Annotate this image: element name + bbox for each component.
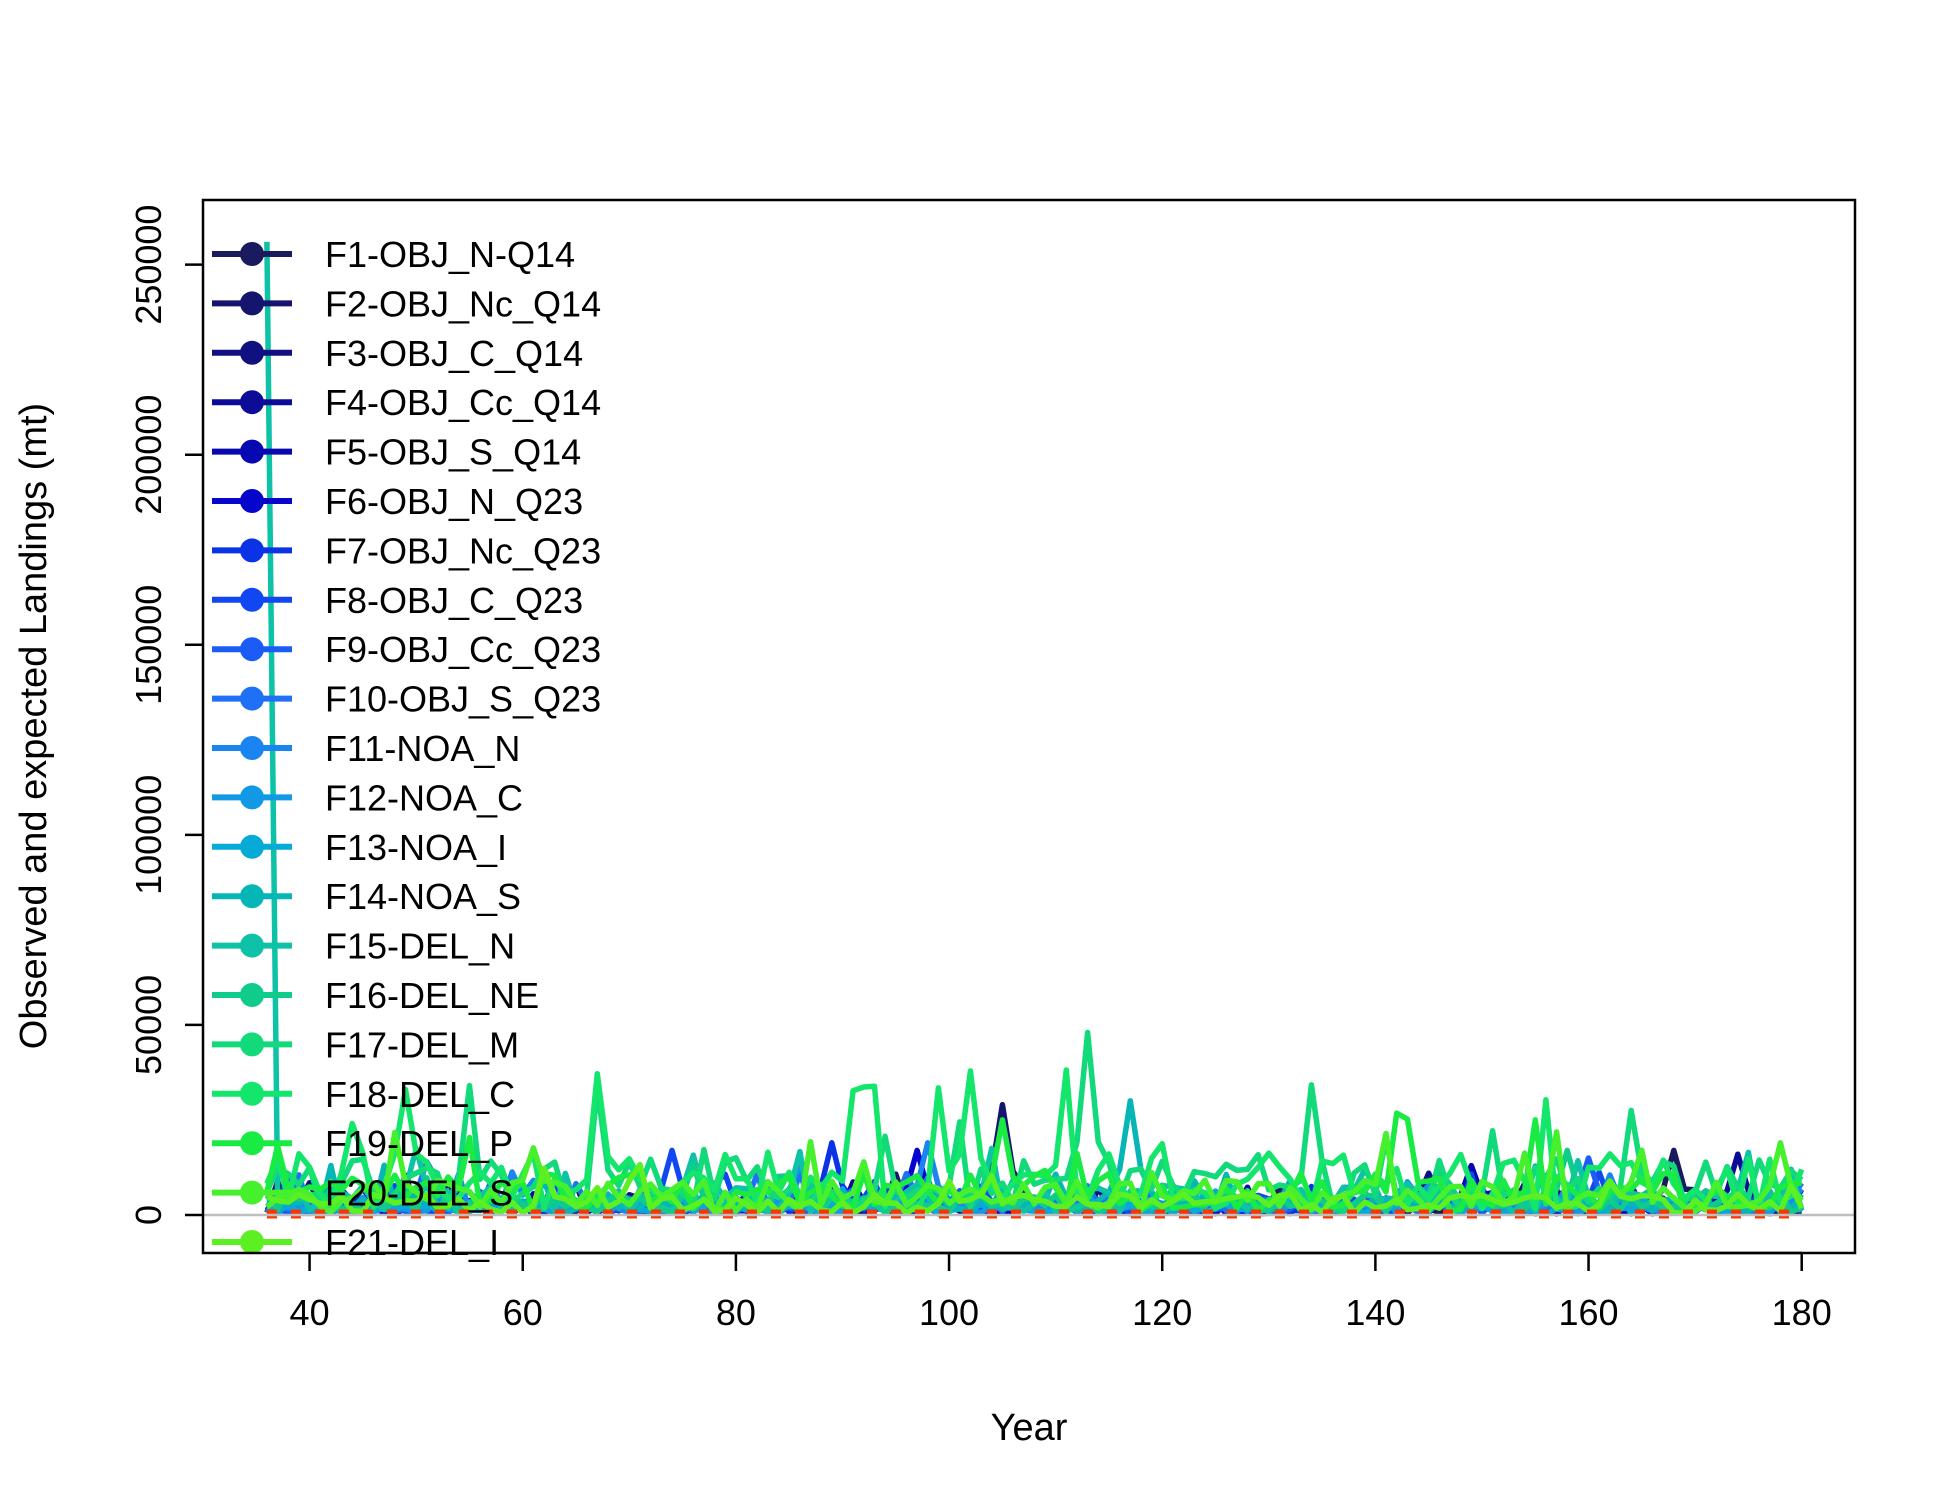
legend-item: F16-DEL_NE: [212, 975, 539, 1016]
x-tick-label: 80: [716, 1292, 756, 1333]
y-tick-label: 0: [128, 1205, 169, 1225]
legend-marker: [240, 538, 264, 563]
legend-marker: [240, 1032, 264, 1057]
legend-label: F13-NOA_I: [325, 827, 507, 868]
x-tick-label: 60: [503, 1292, 543, 1333]
legend-marker: [240, 1131, 264, 1156]
legend-marker: [240, 1230, 264, 1254]
legend-label: F18-DEL_C: [325, 1074, 515, 1115]
legend-marker: [240, 736, 264, 760]
legend-marker: [240, 242, 264, 266]
legend-item: F6-OBJ_N_Q23: [212, 481, 583, 522]
series-line-17: [264, 1029, 1804, 1213]
x-tick-label: 100: [919, 1292, 979, 1333]
legend-marker: [240, 983, 264, 1007]
y-tick-label: 100000: [128, 775, 169, 895]
legend-label: F20-DEL_S: [325, 1173, 513, 1214]
legend-label: F6-OBJ_N_Q23: [325, 481, 583, 522]
legend-marker: [240, 439, 264, 464]
x-tick-label: 120: [1132, 1292, 1192, 1333]
legend-label: F2-OBJ_Nc_Q14: [325, 283, 601, 324]
x-tick-label: 140: [1345, 1292, 1405, 1333]
legend: F1-OBJ_N-Q14 F2-OBJ_Nc_Q14 F3-OBJ_C_Q14 F4-…: [212, 234, 601, 1263]
legend-item: F3-OBJ_C_Q14: [212, 333, 583, 374]
y-axis-title: Observed and expected Landings (mt): [13, 403, 55, 1049]
legend-label: F5-OBJ_S_Q14: [325, 432, 581, 473]
legend-item: F12-NOA_C: [212, 777, 523, 818]
legend-item: F18-DEL_C: [212, 1074, 515, 1115]
legend-marker: [240, 291, 264, 316]
legend-marker: [240, 1180, 264, 1205]
series-line-21: [265, 1161, 1805, 1216]
legend-label: F3-OBJ_C_Q14: [325, 333, 583, 374]
legend-item: F8-OBJ_C_Q23: [212, 580, 583, 621]
legend-label: F14-NOA_S: [325, 876, 521, 917]
legend-item: F13-NOA_I: [212, 827, 507, 868]
legend-label: F4-OBJ_Cc_Q14: [325, 382, 601, 423]
legend-item: F7-OBJ_Nc_Q23: [212, 530, 601, 571]
legend-label: F8-OBJ_C_Q23: [325, 580, 583, 621]
legend-item: F5-OBJ_S_Q14: [212, 432, 581, 473]
y-tick-label: 250000: [128, 205, 169, 325]
legend-item: F15-DEL_N: [212, 926, 515, 967]
legend-item: F2-OBJ_Nc_Q14: [212, 283, 601, 324]
legend-label: F17-DEL_M: [325, 1024, 519, 1065]
legend-marker: [240, 587, 264, 612]
legend-marker: [240, 390, 264, 415]
legend-marker: [240, 933, 264, 958]
legend-marker: [240, 1081, 264, 1106]
x-axis: 40 60 80 100 120 140 160 180: [290, 1251, 1832, 1333]
legend-label: F16-DEL_NE: [325, 975, 539, 1016]
x-axis-title: Year: [991, 1407, 1068, 1449]
legend-label: F9-OBJ_Cc_Q23: [325, 629, 601, 670]
legend-marker: [240, 637, 264, 662]
y-tick-label: 200000: [128, 395, 169, 515]
legend-item: F17-DEL_M: [212, 1024, 519, 1065]
legend-item: F19-DEL_P: [212, 1123, 513, 1164]
legend-item: F11-NOA_N: [212, 728, 520, 769]
legend-label: F21-DEL_I: [325, 1222, 499, 1263]
x-tick-label: 160: [1559, 1292, 1619, 1333]
y-tick-label: 50000: [128, 975, 169, 1075]
legend-marker: [240, 686, 264, 711]
legend-label: F10-OBJ_S_Q23: [325, 679, 601, 720]
legend-label: F12-NOA_C: [325, 777, 523, 818]
legend-marker: [240, 785, 264, 810]
legend-marker: [240, 340, 264, 365]
y-axis: 0 50000 100000 150000 200000 250000: [128, 205, 203, 1225]
x-tick-label: 40: [290, 1292, 330, 1333]
legend-item: F21-DEL_I: [212, 1222, 499, 1263]
legend-item: F1-OBJ_N-Q14: [212, 234, 575, 275]
legend-item: F4-OBJ_Cc_Q14: [212, 382, 601, 423]
legend-item: F20-DEL_S: [212, 1173, 513, 1214]
legend-marker: [240, 834, 264, 859]
legend-item: F9-OBJ_Cc_Q23: [212, 629, 601, 670]
x-tick-label: 180: [1772, 1292, 1832, 1333]
legend-label: F11-NOA_N: [325, 728, 520, 769]
legend-label: F1-OBJ_N-Q14: [325, 234, 575, 275]
legend-item: F10-OBJ_S_Q23: [212, 679, 601, 720]
legend-label: F15-DEL_N: [325, 926, 515, 967]
legend-label: F7-OBJ_Nc_Q23: [325, 530, 601, 571]
legend-marker: [240, 489, 264, 513]
legend-item: F14-NOA_S: [212, 876, 521, 917]
legend-marker: [240, 884, 264, 909]
legend-label: F19-DEL_P: [325, 1123, 513, 1164]
y-tick-label: 150000: [128, 585, 169, 705]
